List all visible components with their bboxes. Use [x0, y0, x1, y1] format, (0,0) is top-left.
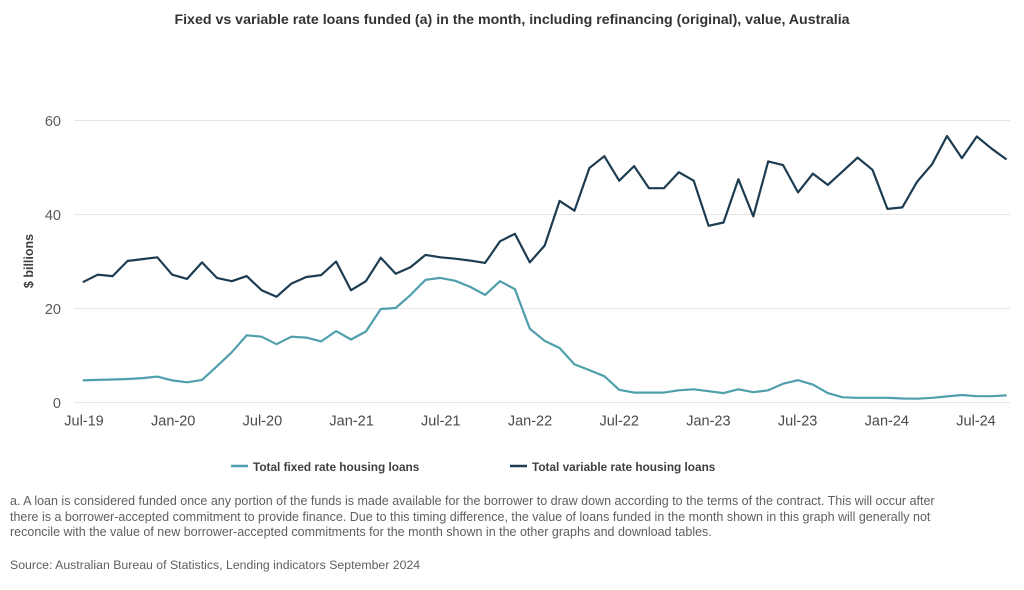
svg-text:Jul-22: Jul-22 — [599, 414, 639, 430]
svg-text:Jul-23: Jul-23 — [778, 414, 818, 430]
svg-text:Jul-20: Jul-20 — [243, 414, 283, 430]
svg-text:0: 0 — [53, 396, 61, 412]
svg-text:Jan-23: Jan-23 — [686, 414, 730, 430]
svg-text:Jan-21: Jan-21 — [329, 414, 373, 430]
svg-text:Total variable rate housing lo: Total variable rate housing loans — [532, 460, 716, 474]
svg-text:60: 60 — [45, 114, 61, 130]
svg-text:Jan-22: Jan-22 — [508, 414, 552, 430]
svg-text:$ billions: $ billions — [22, 234, 36, 288]
svg-text:40: 40 — [45, 208, 61, 224]
svg-text:Jan-24: Jan-24 — [865, 414, 909, 430]
svg-text:Jan-20: Jan-20 — [151, 414, 195, 430]
svg-text:Total fixed rate housing loans: Total fixed rate housing loans — [253, 460, 420, 474]
svg-text:Jul-21: Jul-21 — [421, 414, 461, 430]
svg-text:Jul-24: Jul-24 — [956, 414, 996, 430]
svg-text:20: 20 — [45, 302, 61, 318]
svg-text:Jul-19: Jul-19 — [64, 414, 104, 430]
